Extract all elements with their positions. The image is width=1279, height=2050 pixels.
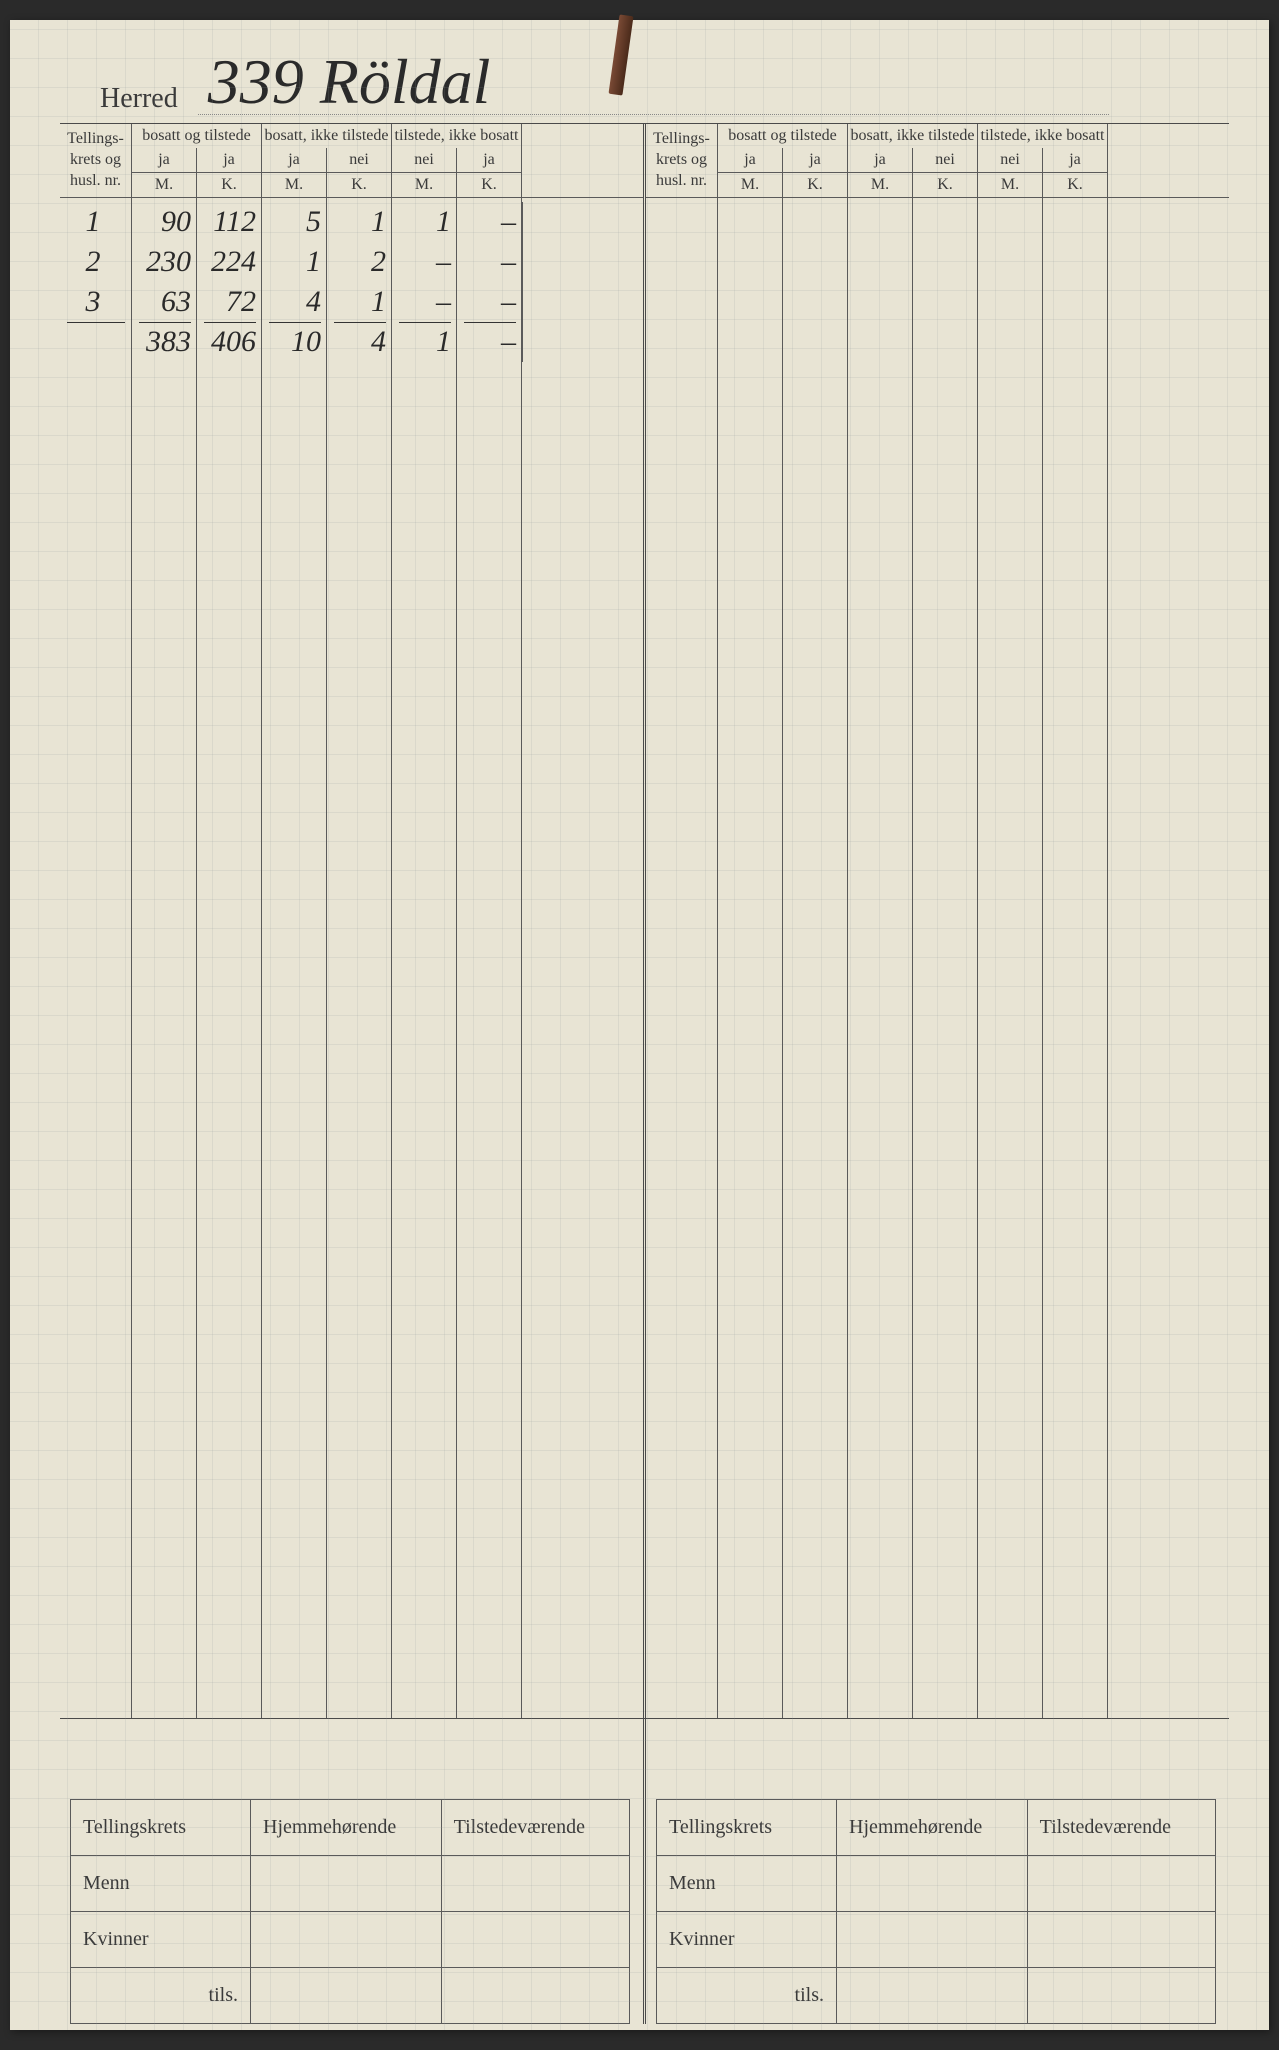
right-half: Tellings- krets og husl. nr. bosatt og t… bbox=[643, 124, 1229, 1718]
rowhead: Tellings- krets og husl. nr. bbox=[646, 124, 718, 197]
left-body: 1 90 112 5 1 1 – 2 230 224 1 bbox=[60, 198, 643, 1718]
summary-left: Tellingskrets Hjemmehørende Tilstedevære… bbox=[60, 1799, 643, 2024]
right-body bbox=[646, 198, 1229, 1718]
left-half: Tellings- krets og husl. nr. bosatt og t… bbox=[60, 124, 643, 1718]
col-group-2: bosatt, ikke tilstede bbox=[262, 124, 392, 148]
summary-table-right: Tellingskrets Hjemmehørende Tilstedevære… bbox=[656, 1799, 1216, 2024]
col-group-1: bosatt og tilstede bbox=[132, 124, 262, 148]
col-group-3: tilstede, ikke bosatt bbox=[392, 124, 522, 148]
data-row: 3 63 72 4 1 – – bbox=[60, 282, 522, 322]
summary-right: Tellingskrets Hjemmehørende Tilstedevære… bbox=[643, 1719, 1229, 2024]
summary-table-left: Tellingskrets Hjemmehørende Tilstedevære… bbox=[70, 1799, 630, 2024]
total-row: 383 406 10 4 1 – bbox=[60, 322, 522, 362]
data-row: 1 90 112 5 1 1 – bbox=[60, 202, 522, 242]
herred-label: Herred bbox=[100, 83, 178, 115]
summary-area: Tellingskrets Hjemmehørende Tilstedevære… bbox=[60, 1718, 1229, 2024]
left-header: Tellings- krets og husl. nr. bosatt og t… bbox=[60, 124, 643, 198]
herred-value: 339 Röldal bbox=[198, 50, 1109, 115]
rowhead: Tellings- krets og husl. nr. bbox=[60, 124, 132, 197]
main-table-wrap: Tellings- krets og husl. nr. bosatt og t… bbox=[60, 123, 1229, 1718]
header-row: Herred 339 Röldal bbox=[100, 50, 1229, 115]
census-form-page: Herred 339 Röldal Tellings- krets og hus… bbox=[10, 20, 1269, 2030]
right-header: Tellings- krets og husl. nr. bosatt og t… bbox=[646, 124, 1229, 198]
handwritten-data: 1 90 112 5 1 1 – 2 230 224 1 bbox=[60, 202, 523, 362]
data-row: 2 230 224 1 2 – – bbox=[60, 242, 522, 282]
